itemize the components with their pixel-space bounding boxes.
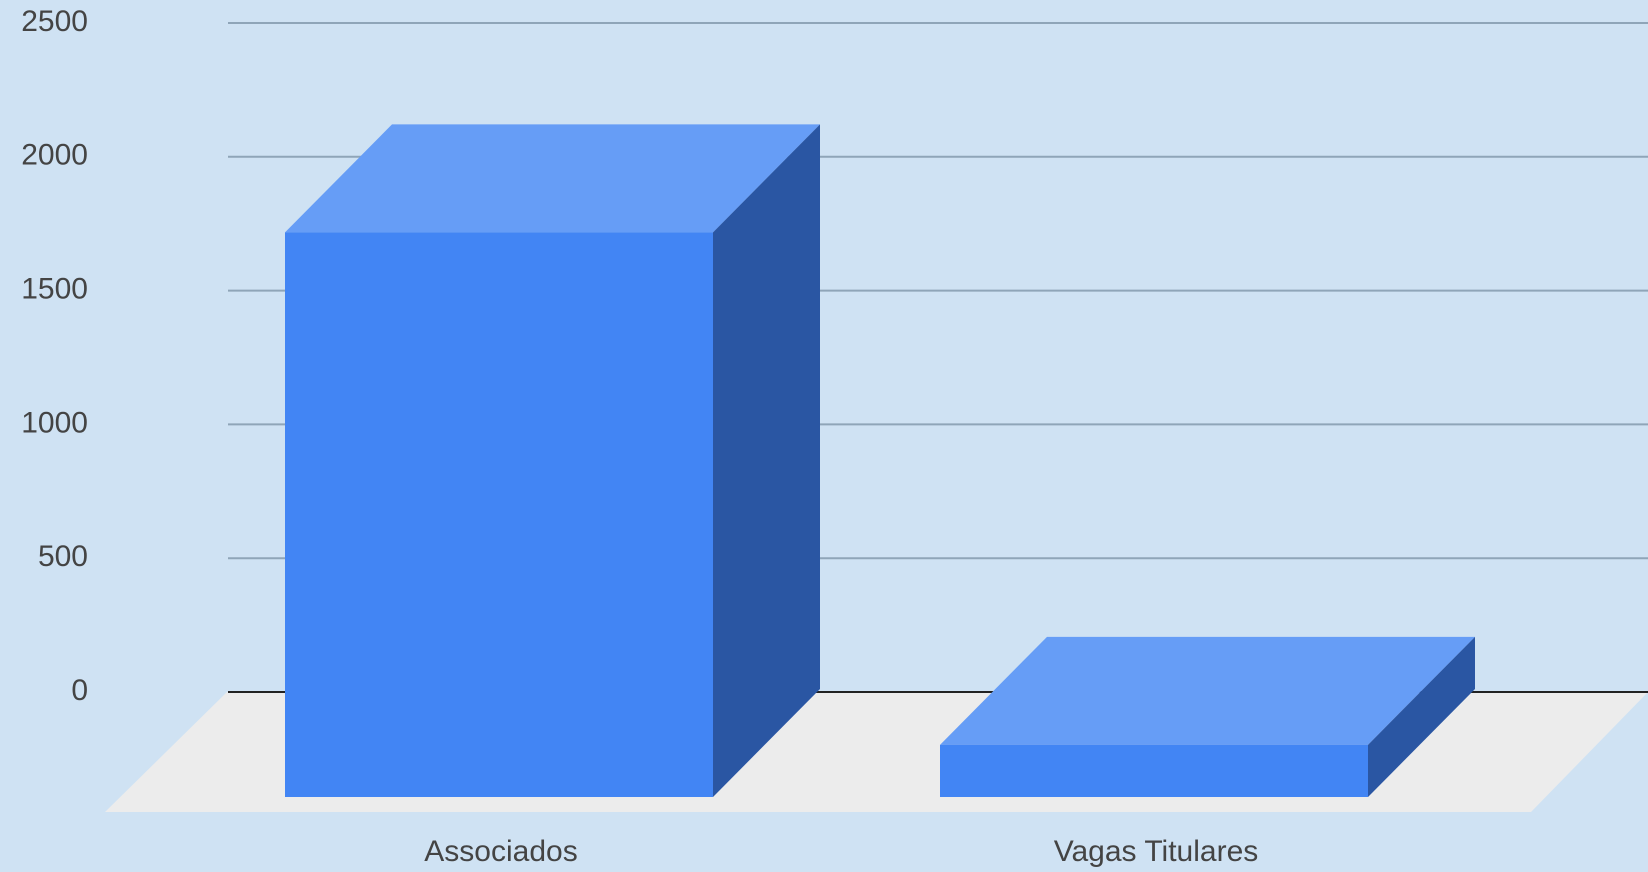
bar-top [285,124,820,233]
x-tick-label: Associados [424,835,577,868]
y-tick-label: 500 [38,540,88,573]
y-tick-label: 0 [71,674,88,707]
bar-side [713,124,820,797]
y-tick-label: 1500 [21,273,88,306]
y-tick-label: 2500 [21,5,88,38]
bar-side [1368,636,1475,797]
y-tick-label: 1000 [21,406,88,439]
x-tick-label: Vagas Titulares [1054,835,1259,868]
y-tick-label: 2000 [21,139,88,172]
bar [940,636,1475,797]
bar-front [940,744,1368,797]
bar-front [285,232,713,797]
bar [285,124,820,797]
bar-top [940,636,1475,745]
